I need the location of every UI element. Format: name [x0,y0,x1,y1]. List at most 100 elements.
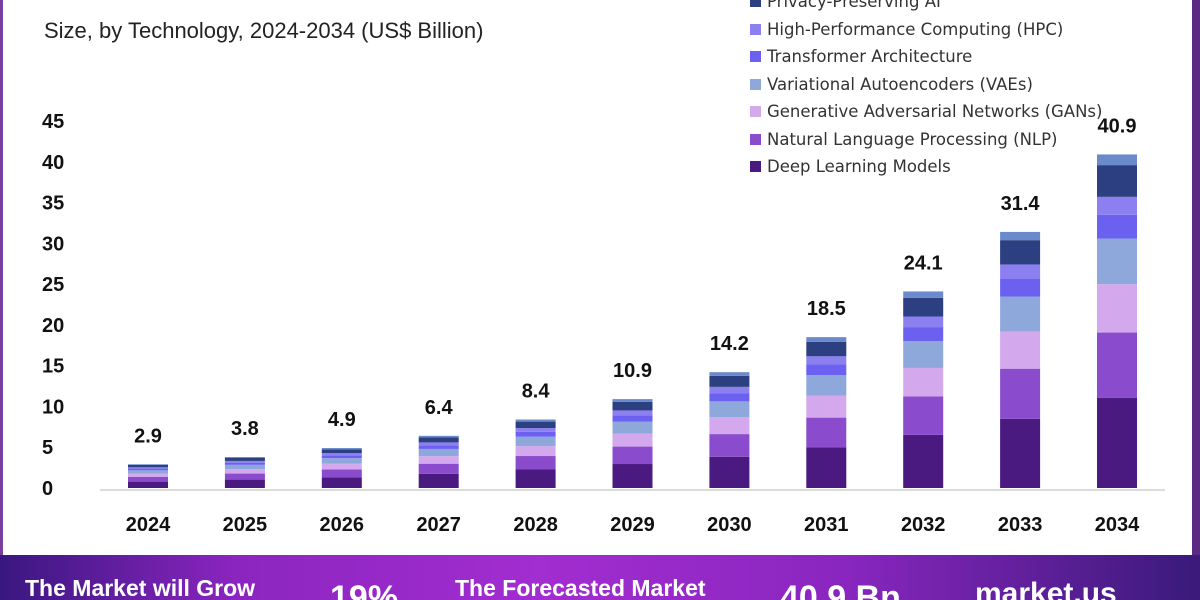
legend-label: Privacy-Preserving AI [767,0,941,12]
banner-forecast-text: The Forecasted Market [455,575,706,600]
frame-border-left [0,0,3,555]
chart-legend: Privacy-Preserving AI High-Performance Co… [750,0,1102,181]
x-tick-label: 2029 [610,514,655,536]
bar-segment [418,463,459,474]
bar-segment [418,442,459,446]
bar-segment [806,375,847,396]
frame-border-right [1192,0,1200,555]
x-tick-label: 2031 [804,514,849,536]
bar-segment [1097,397,1137,488]
bar-total-label: 14.2 [710,333,749,355]
bar-segment [128,473,168,477]
x-tick-label: 2027 [416,514,461,536]
bar-segment [224,479,265,488]
legend-item: Generative Adversarial Networks (GANs) [750,98,1102,126]
legend-label: Transformer Architecture [767,47,973,67]
bar-segment [515,446,556,457]
y-tick-label: 10 [42,396,64,418]
legend-swatch [750,161,761,173]
bar-segment [612,410,653,416]
bar-segment [224,457,265,458]
bar-segment [709,393,750,402]
bar-total-label: 10.9 [613,360,652,382]
bar-segment [806,447,847,488]
bar-segment [806,364,847,376]
banner-grow-text: The Market will Grow [25,575,256,600]
bar-segment [903,327,944,342]
bar-segment [224,473,265,480]
bar-segment [612,433,653,447]
bar-segment [321,477,362,488]
bar-segment [612,399,653,402]
bar-segment [515,469,556,488]
legend-swatch [750,0,761,8]
legend-label: Generative Adversarial Networks (GANs) [767,102,1103,122]
y-tick-label: 20 [42,315,64,337]
y-tick-label: 5 [42,437,53,459]
legend-swatch [750,51,761,63]
bar-segment [418,445,459,449]
y-tick-label: 35 [42,193,64,215]
bar-segment [612,464,653,488]
y-tick-label: 25 [42,274,64,296]
bar-total-label: 24.1 [904,252,943,274]
bar-segment [128,465,168,468]
bar-segment [128,464,168,466]
y-tick-label: 0 [42,478,53,500]
legend-label: High-Performance Computing (HPC) [767,19,1064,39]
bar-segment [1000,368,1041,419]
bar-segment [1000,418,1041,488]
y-tick-label: 15 [42,356,64,378]
x-tick-label: 2025 [223,514,268,536]
bar-segment [709,417,750,435]
bar-segment [418,437,459,443]
bar-segment [903,434,944,488]
bar-segment [418,435,459,438]
bar-segment [1097,196,1137,215]
bar-segment [1000,264,1041,279]
bar-segment [418,448,459,457]
banner-forecast-value: 40.9 Bn [780,579,901,600]
bar-segment [806,395,847,418]
bar-segment [612,421,653,434]
bar-segment [321,448,362,450]
bar-segment [418,456,459,464]
bar-segment [903,291,944,298]
chart-subtitle: Size, by Technology, 2024-2034 (US$ Bill… [44,18,484,43]
bar-segment [806,337,847,342]
bar-segment [1097,238,1137,285]
bar-segment [515,419,556,422]
legend-item: High-Performance Computing (HPC) [750,16,1102,44]
bar-segment [515,428,556,432]
bar-segment [515,431,556,437]
bar-segment [515,456,556,470]
legend-item: Privacy-Preserving AI [750,0,1102,16]
x-tick-label: 2028 [513,514,558,536]
legend-label: Deep Learning Models [767,157,951,177]
brand-logo: market.us [975,577,1117,600]
bar-segment [1000,231,1041,241]
bar-segment [128,476,168,482]
bar-segment [224,464,265,470]
bar-segment [1097,332,1137,398]
bar-total-label: 18.5 [807,298,846,320]
bar-segment [1000,278,1041,297]
bar-segment [709,375,750,387]
bar-total-label: 8.4 [522,380,551,402]
stacked-bar-chart: 0510152025303540452.920243.820254.920266… [42,111,1165,536]
y-tick-label: 40 [42,152,64,174]
bar-segment [709,456,750,488]
bar-segment [903,297,944,317]
legend-swatch [750,78,761,90]
bar-segment [1000,240,1041,265]
bar-segment [224,462,265,465]
bar-segment [806,417,847,448]
bar-total-label: 2.9 [134,425,162,447]
bar-segment [1000,296,1041,332]
bar-segment [321,453,362,456]
bar-segment [903,316,944,328]
legend-item: Deep Learning Models [750,153,1102,181]
bar-segment [128,481,168,488]
bar-segment [1000,331,1041,369]
bar-segment [709,434,750,457]
